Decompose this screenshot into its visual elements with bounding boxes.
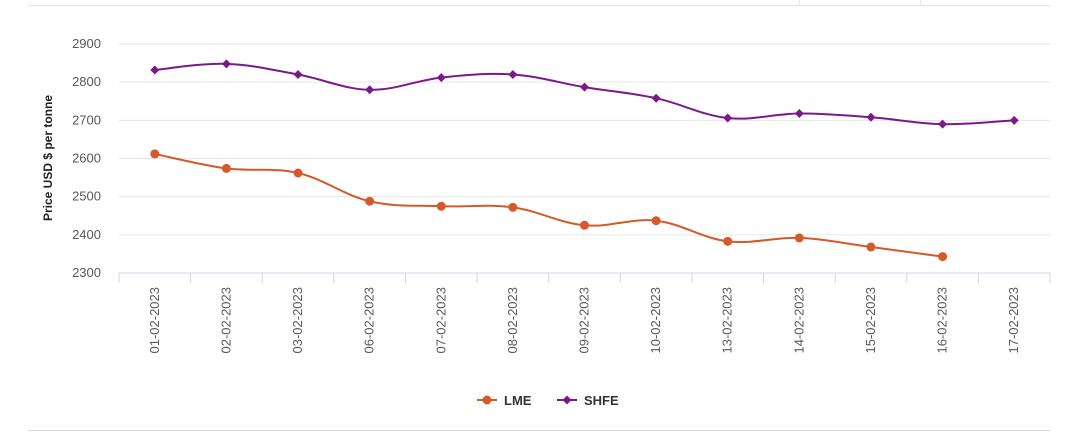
x-tick-label: 17-02-2023 — [1006, 287, 1021, 354]
series-shfe — [150, 59, 1019, 129]
data-point-shfe[interactable] — [150, 65, 160, 75]
data-point-lme[interactable] — [365, 196, 375, 206]
data-point-lme[interactable] — [651, 216, 661, 226]
data-point-shfe[interactable] — [365, 85, 375, 95]
top-strip-divider — [799, 0, 800, 5]
top-strip-divider — [920, 0, 921, 5]
series-line-lme — [154, 152, 943, 258]
x-tick-label: 01-02-2023 — [147, 287, 162, 354]
x-tick-label: 07-02-2023 — [433, 287, 448, 354]
y-axis-label: Price USD $ per tonne — [41, 95, 55, 221]
data-point-shfe[interactable] — [938, 119, 948, 129]
series-lines — [150, 59, 1019, 262]
legend-label-lme: LME — [504, 393, 532, 408]
data-point-shfe[interactable] — [794, 108, 804, 118]
y-tick-label: 2500 — [72, 189, 101, 204]
data-point-lme[interactable] — [723, 236, 733, 246]
data-point-lme[interactable] — [293, 168, 303, 178]
x-tick-label: 13-02-2023 — [720, 287, 735, 354]
y-axis-tick-labels: 2300 2400 2500 2600 2700 2800 2900 — [72, 36, 101, 280]
legend-symbol-shfe[interactable] — [562, 395, 572, 405]
data-point-shfe[interactable] — [436, 73, 446, 83]
legend-symbol-lme[interactable] — [482, 395, 492, 405]
x-tick-label: 03-02-2023 — [290, 287, 305, 354]
x-tick-label: 16-02-2023 — [935, 287, 950, 354]
data-point-lme[interactable] — [938, 252, 948, 262]
x-tick-label: 06-02-2023 — [362, 287, 377, 354]
data-point-lme[interactable] — [436, 201, 446, 211]
x-axis — [118, 272, 1051, 283]
data-point-shfe[interactable] — [508, 70, 518, 80]
data-point-shfe[interactable] — [866, 112, 876, 122]
x-tick-label: 08-02-2023 — [505, 287, 520, 354]
y-tick-label: 2600 — [72, 151, 101, 166]
x-tick-label: 02-02-2023 — [218, 287, 233, 354]
y-tick-label: 2400 — [72, 227, 101, 242]
data-point-shfe[interactable] — [1009, 115, 1019, 125]
y-tick-label: 2700 — [72, 112, 101, 127]
x-tick-label: 15-02-2023 — [863, 287, 878, 354]
data-point-lme[interactable] — [794, 233, 804, 243]
x-tick-label: 14-02-2023 — [791, 287, 806, 354]
data-point-lme[interactable] — [221, 163, 231, 173]
y-tick-label: 2800 — [72, 74, 101, 89]
legend-label-shfe: SHFE — [584, 393, 619, 408]
data-point-lme[interactable] — [866, 242, 876, 252]
x-axis-tick-labels: 01-02-2023 02-02-2023 03-02-2023 06-02-2023… — [147, 287, 1021, 354]
x-tick-label: 10-02-2023 — [648, 287, 663, 354]
bottom-border — [28, 430, 1050, 431]
y-tick-label: 2300 — [72, 265, 101, 280]
data-point-shfe[interactable] — [293, 70, 303, 80]
y-tick-label: 2900 — [72, 36, 101, 51]
legend[interactable]: LME SHFE — [477, 393, 619, 408]
data-point-lme[interactable] — [580, 220, 589, 230]
data-point-lme[interactable] — [508, 202, 518, 212]
series-line-shfe — [154, 62, 1015, 126]
x-tick-label: 09-02-2023 — [577, 287, 592, 354]
top-border-strip — [28, 0, 1050, 6]
legend-item-shfe[interactable]: SHFE — [557, 393, 619, 408]
gridlines — [119, 43, 1050, 236]
data-point-shfe[interactable] — [580, 82, 589, 92]
series-lme — [150, 149, 948, 262]
data-point-lme[interactable] — [150, 149, 160, 159]
legend-item-lme[interactable]: LME — [477, 393, 532, 408]
data-point-shfe[interactable] — [651, 93, 661, 103]
data-point-shfe[interactable] — [221, 59, 231, 69]
data-point-shfe[interactable] — [723, 113, 733, 123]
